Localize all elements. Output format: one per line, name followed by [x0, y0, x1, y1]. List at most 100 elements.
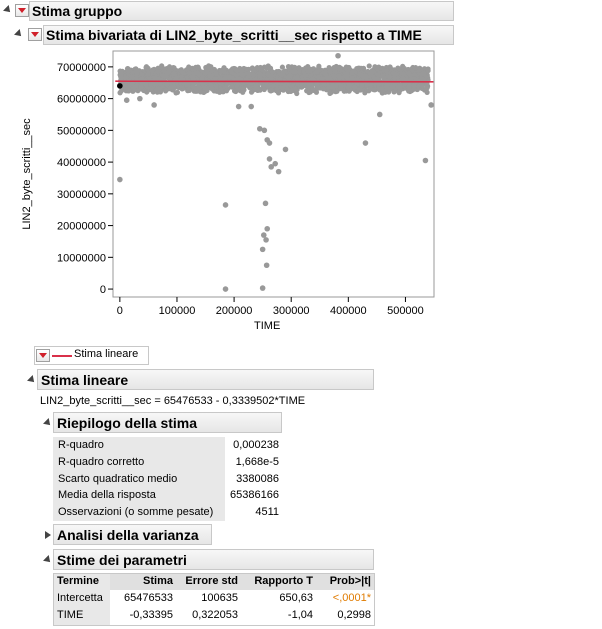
- data-point-outlier: [261, 127, 268, 134]
- red-triangle-menu-button[interactable]: [36, 349, 50, 362]
- y-tick-label: 70000000: [57, 62, 106, 74]
- data-point: [251, 67, 257, 73]
- disclosure-open-icon[interactable]: [27, 375, 37, 385]
- data-point: [240, 86, 246, 92]
- y-tick-label: 10000000: [57, 252, 106, 264]
- params-cell-prob: <,0001*: [332, 592, 371, 604]
- data-point: [397, 84, 403, 90]
- data-point: [145, 71, 151, 77]
- red-triangle-menu-button[interactable]: [15, 4, 29, 17]
- data-point-outlier: [272, 160, 279, 167]
- data-point: [421, 70, 427, 76]
- data-point: [250, 72, 256, 78]
- data-point: [331, 73, 337, 79]
- data-point: [331, 64, 337, 71]
- params-header-cell: Prob>|t|: [329, 575, 371, 587]
- summary-row-value: 4511: [255, 506, 279, 519]
- data-point: [279, 64, 286, 70]
- summary-row-label: R-quadro: [58, 439, 104, 451]
- data-point-outlier: [123, 97, 130, 103]
- data-point: [206, 65, 212, 71]
- data-point: [279, 85, 286, 91]
- data-point-outlier: [137, 95, 143, 102]
- data-point: [332, 69, 338, 75]
- data-point: [390, 84, 396, 90]
- bivariate-title: Stima bivariata di LIN2_byte_scritti__se…: [46, 27, 422, 43]
- data-point: [185, 82, 191, 88]
- data-point: [258, 66, 265, 72]
- anova-outline-header[interactable]: Analisi della varianza: [53, 524, 212, 545]
- x-axis-label: TIME: [254, 320, 281, 332]
- data-point: [346, 82, 353, 89]
- disclosure-closed-icon[interactable]: [43, 530, 53, 540]
- params-term-column: [53, 573, 110, 626]
- data-point: [280, 69, 286, 75]
- bivariate-outline-header[interactable]: Stima bivariata di LIN2_byte_scritti__se…: [43, 25, 454, 45]
- params-header-cell: Errore std: [185, 575, 238, 587]
- data-point: [401, 65, 407, 72]
- linear-fit-outline-header[interactable]: Stima lineare: [37, 369, 374, 390]
- data-point: [391, 89, 397, 95]
- data-point: [229, 83, 235, 89]
- data-point-outlier: [151, 102, 157, 108]
- data-point: [321, 70, 327, 76]
- data-point: [173, 90, 179, 96]
- summary-row-value: 65386166: [230, 489, 279, 502]
- data-point: [344, 74, 350, 80]
- data-point: [329, 84, 335, 90]
- data-point: [349, 70, 355, 76]
- params-table-border: [53, 573, 375, 626]
- data-point: [125, 87, 132, 93]
- summary-row-label: R-quadro corretto: [58, 455, 145, 468]
- data-point: [419, 75, 425, 82]
- y-tick-label: 0: [100, 284, 106, 296]
- data-point-outlier: [335, 52, 341, 59]
- data-point: [320, 86, 326, 92]
- data-point: [257, 71, 263, 78]
- data-point: [292, 85, 298, 92]
- data-point: [171, 65, 177, 71]
- params-outline-header[interactable]: Stime dei parametri: [53, 549, 374, 570]
- red-triangle-menu-button[interactable]: [28, 28, 42, 41]
- data-point: [212, 75, 219, 82]
- data-point-outlier: [117, 176, 123, 183]
- group-outline-header[interactable]: Stima gruppo: [29, 1, 454, 21]
- params-cell-estimate: 65476533: [124, 592, 173, 604]
- data-point: [386, 74, 392, 80]
- data-point: [118, 68, 124, 75]
- data-point: [241, 65, 247, 72]
- params-header-cell: Stima: [143, 575, 173, 587]
- data-point: [336, 64, 343, 70]
- data-point: [327, 69, 334, 75]
- data-point: [118, 77, 124, 84]
- data-point: [406, 70, 412, 77]
- fit-line: [115, 80, 434, 83]
- data-point: [411, 86, 417, 92]
- data-point: [268, 74, 274, 81]
- disclosure-open-icon[interactable]: [43, 418, 53, 428]
- data-point: [180, 69, 186, 76]
- data-point-outlier: [266, 156, 273, 162]
- params-header-row: [53, 573, 375, 590]
- data-point: [155, 68, 161, 75]
- data-point: [346, 64, 352, 71]
- y-tick-label: 60000000: [57, 94, 106, 106]
- data-point: [285, 74, 291, 80]
- data-point: [139, 76, 146, 82]
- data-point: [239, 72, 246, 78]
- data-point-outlier: [264, 225, 271, 232]
- data-point: [193, 86, 199, 92]
- summary-row-value: 0,000238: [233, 439, 279, 451]
- data-point: [198, 89, 204, 95]
- summary-outline-header[interactable]: Riepilogo della stima: [53, 412, 282, 433]
- data-point: [316, 63, 322, 69]
- data-point: [164, 70, 170, 76]
- data-point: [358, 87, 364, 93]
- data-point: [400, 71, 407, 77]
- data-point: [170, 83, 176, 89]
- data-point: [371, 87, 377, 93]
- data-point: [359, 82, 365, 88]
- disclosure-open-icon[interactable]: [43, 555, 53, 565]
- data-point: [391, 75, 397, 81]
- data-point: [314, 81, 320, 87]
